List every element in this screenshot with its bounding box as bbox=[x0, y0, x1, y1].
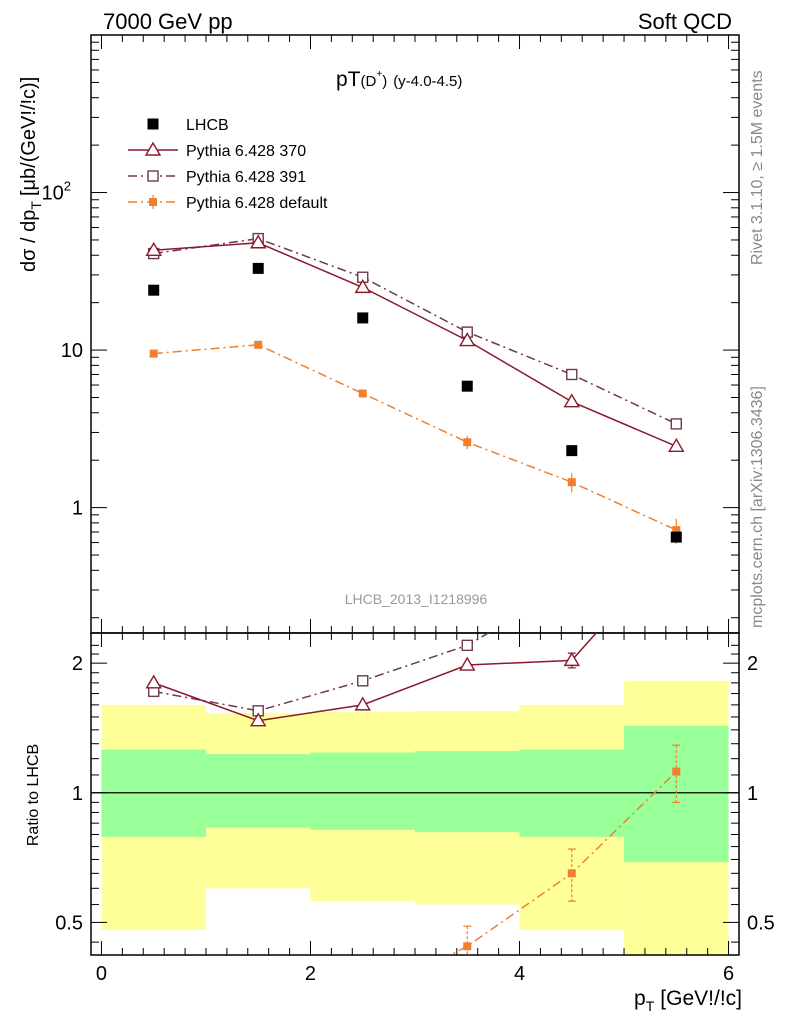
main-y-tick-label-100: 102 bbox=[42, 179, 71, 205]
ratio-point-1-5 bbox=[671, 479, 681, 489]
point-1-2 bbox=[354, 278, 371, 294]
legend-label-2: Pythia 6.428 391 bbox=[186, 169, 306, 186]
ratio-y-tick-label-left-2: 2 bbox=[72, 653, 83, 675]
legend-item-2: Pythia 6.428 391 bbox=[128, 169, 306, 186]
side-label-top: Rivet 3.1.10, ≥ 1.5M events bbox=[749, 70, 766, 265]
point-1-5 bbox=[668, 437, 685, 453]
legend-label-3: Pythia 6.428 default bbox=[186, 195, 328, 212]
ratio-point-1-4 bbox=[567, 579, 577, 589]
ratio-point-2-1 bbox=[254, 996, 262, 1004]
series-line-3 bbox=[153, 344, 677, 531]
ratio-series-2 bbox=[150, 744, 681, 1004]
ratio-y-axis-label: Ratio to LHCB bbox=[25, 744, 42, 846]
point-0-1 bbox=[252, 262, 264, 274]
series-0 bbox=[148, 262, 682, 543]
ratio-uncertainty-bands bbox=[91, 680, 739, 955]
green-band-1 bbox=[205, 754, 311, 828]
green-band-2 bbox=[310, 752, 415, 830]
legend-item-3: Pythia 6.428 default bbox=[128, 195, 328, 212]
ratio-series-0 bbox=[145, 633, 598, 727]
legend-marker bbox=[147, 118, 159, 130]
ratio-point-0-3 bbox=[459, 656, 476, 671]
legend-item-0: LHCB bbox=[147, 117, 229, 134]
series-3 bbox=[149, 340, 681, 544]
legend-marker bbox=[147, 170, 159, 182]
ratio-series-layer bbox=[145, 479, 681, 1004]
point-3-1 bbox=[254, 340, 263, 349]
point-0-4 bbox=[566, 445, 578, 457]
ratio-line-1 bbox=[153, 633, 490, 712]
ratio-point-1-3 bbox=[461, 639, 473, 652]
point-3-0 bbox=[149, 349, 158, 358]
ratio-point-2-2 bbox=[359, 996, 367, 1004]
header-right: Soft QCD bbox=[638, 9, 732, 34]
ratio-point-2-3 bbox=[463, 942, 472, 951]
series-2 bbox=[148, 232, 682, 430]
main-y-axis-label: dσ / dpT[μb/(GeV!/!c)] bbox=[18, 77, 44, 272]
series-1 bbox=[145, 234, 685, 453]
legend-marker bbox=[144, 141, 162, 156]
ratio-plot-area: 0 2 4 6 0.5 0.5 1 1 2 2 bbox=[55, 479, 775, 1004]
plot-title: pT(D+) (y-4.0-4.5) bbox=[336, 68, 462, 91]
legend-marker bbox=[149, 198, 157, 206]
ratio-point-0-2 bbox=[354, 696, 371, 711]
ratio-point-2-0 bbox=[150, 960, 158, 968]
point-0-3 bbox=[461, 380, 473, 392]
ratio-y-tick-label-left-0.5: 0.5 bbox=[55, 912, 83, 934]
ratio-point-2-4 bbox=[567, 869, 576, 878]
side-label-bottom: mcplots.cern.ch [arXiv:1306.3436] bbox=[749, 386, 766, 628]
ratio-y-tick-label-right-1: 1 bbox=[747, 783, 758, 805]
tick-exponent: 2 bbox=[64, 179, 71, 194]
point-2-4 bbox=[566, 368, 578, 381]
point-1-4 bbox=[563, 393, 580, 408]
point-3-2 bbox=[358, 389, 367, 398]
ratio-point-2-5 bbox=[672, 767, 681, 776]
ratio-y-tick-label-right-0.5: 0.5 bbox=[747, 912, 775, 934]
ratio-line-0 bbox=[153, 633, 598, 722]
point-1-1 bbox=[250, 234, 267, 249]
legend-label-0: LHCB bbox=[186, 117, 229, 134]
point-1-0 bbox=[145, 241, 162, 256]
ratio-y-tick-label-left-1: 1 bbox=[72, 783, 83, 805]
x-tick-label-6: 6 bbox=[723, 963, 734, 985]
header-left: 7000 GeV pp bbox=[103, 9, 233, 34]
point-0-0 bbox=[148, 284, 160, 296]
x-tick-label-0: 0 bbox=[96, 963, 107, 985]
point-0-2 bbox=[357, 312, 369, 324]
analysis-watermark: LHCB_2013_I1218996 bbox=[345, 591, 488, 607]
series-line-1 bbox=[153, 241, 677, 447]
x-tick-label-2: 2 bbox=[305, 963, 316, 985]
series-line-2 bbox=[153, 237, 677, 425]
x-axis-label: pT [GeV!/!c] bbox=[634, 987, 742, 1014]
ratio-point-0-0 bbox=[145, 674, 162, 689]
main-series-layer bbox=[145, 232, 685, 544]
legend-label-1: Pythia 6.428 370 bbox=[186, 143, 306, 160]
main-y-tick-label-1: 1 bbox=[72, 498, 83, 520]
ratio-point-1-2 bbox=[357, 675, 369, 687]
point-3-4 bbox=[567, 478, 576, 487]
legend: LHCB Pythia 6.428 370 Pythia 6.428 391 Pyth… bbox=[128, 117, 328, 212]
ratio-y-tick-label-right-2: 2 bbox=[747, 653, 758, 675]
main-y-tick-label-10: 10 bbox=[61, 340, 83, 362]
legend-item-1: Pythia 6.428 370 bbox=[128, 141, 306, 160]
x-tick-label-4: 4 bbox=[514, 963, 525, 985]
point-2-5 bbox=[670, 418, 682, 430]
green-band-5 bbox=[624, 725, 729, 863]
ratio-point-0-4 bbox=[563, 651, 580, 667]
point-1-3 bbox=[459, 332, 476, 347]
point-3-5 bbox=[672, 526, 681, 535]
main-plot-area: 1 10 102 bbox=[42, 34, 740, 634]
green-band-3 bbox=[415, 751, 520, 833]
ratio-point-0-1 bbox=[250, 712, 267, 727]
point-0-5 bbox=[670, 531, 682, 543]
point-3-3 bbox=[463, 438, 472, 447]
